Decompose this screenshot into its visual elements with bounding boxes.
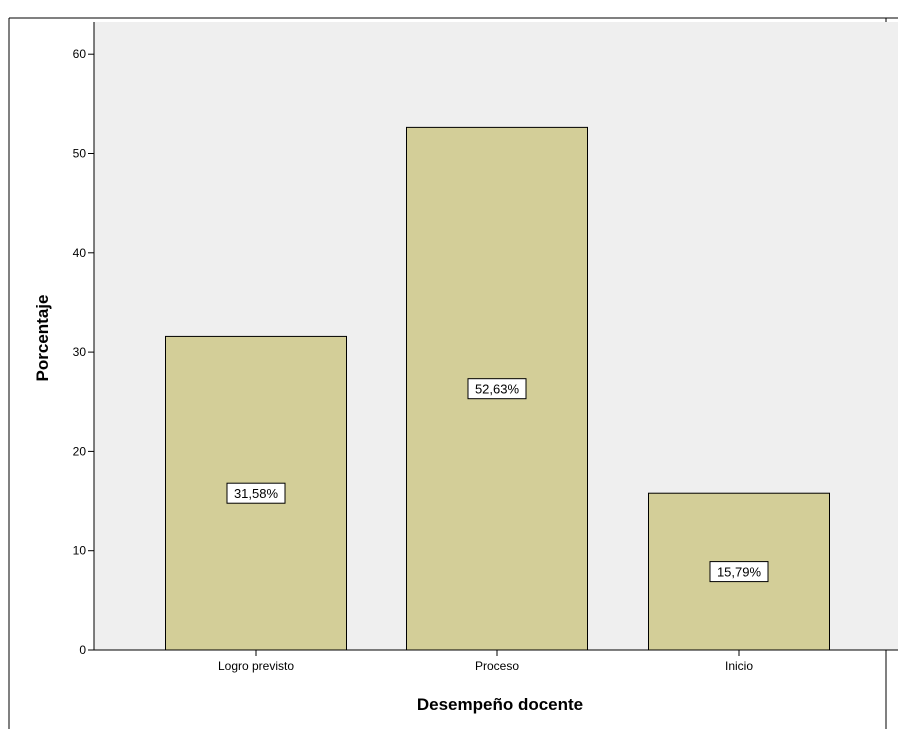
y-axis-ticks: 0 10 20 30 40 50 60 xyxy=(73,47,94,657)
data-label: 15,79% xyxy=(717,565,762,580)
x-tick-label: Proceso xyxy=(475,659,519,673)
data-label: 52,63% xyxy=(475,382,520,397)
y-tick-label: 40 xyxy=(73,246,87,260)
x-tick-label: Logro previsto xyxy=(218,659,294,673)
y-axis-title: Porcentaje xyxy=(33,295,52,382)
y-tick-label: 20 xyxy=(73,444,87,458)
x-axis-ticks: Logro previsto Proceso Inicio xyxy=(218,650,753,673)
data-label-box xyxy=(226,482,286,504)
y-tick-label: 30 xyxy=(73,345,87,359)
data-label-box xyxy=(709,561,769,583)
data-labels-group: 31,58% 52,63% 15,79% xyxy=(226,378,769,583)
data-label-box xyxy=(467,378,527,400)
y-tick-label: 60 xyxy=(73,47,87,61)
y-tick-label: 50 xyxy=(73,147,87,161)
data-label: 31,58% xyxy=(234,486,279,501)
y-tick-label: 10 xyxy=(73,544,87,558)
x-tick-label: Inicio xyxy=(725,659,753,673)
y-tick-label: 0 xyxy=(79,643,86,657)
x-axis-title: Desempeño docente xyxy=(417,695,583,714)
